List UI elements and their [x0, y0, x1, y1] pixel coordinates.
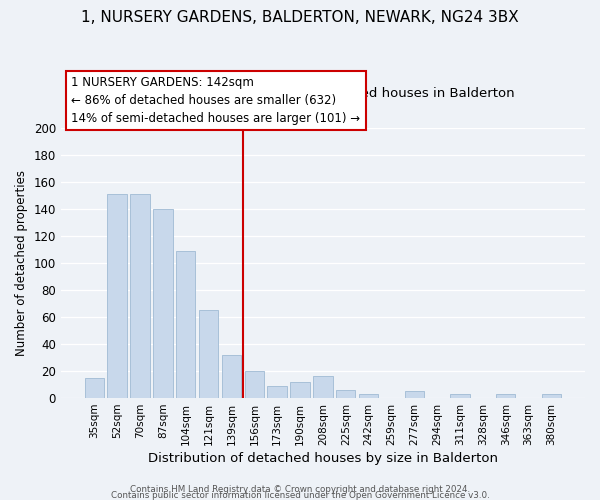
Bar: [107, 194, 127, 398]
Bar: [176, 251, 196, 398]
Text: Contains HM Land Registry data © Crown copyright and database right 2024.: Contains HM Land Registry data © Crown c…: [130, 484, 470, 494]
Bar: [404, 392, 424, 398]
Bar: [222, 355, 241, 398]
Bar: [85, 378, 104, 398]
Bar: [130, 194, 150, 398]
Bar: [359, 394, 379, 398]
Bar: [542, 394, 561, 398]
Text: 1, NURSERY GARDENS, BALDERTON, NEWARK, NG24 3BX: 1, NURSERY GARDENS, BALDERTON, NEWARK, N…: [81, 10, 519, 25]
Text: 1 NURSERY GARDENS: 142sqm
← 86% of detached houses are smaller (632)
14% of semi: 1 NURSERY GARDENS: 142sqm ← 86% of detac…: [71, 76, 361, 125]
Bar: [199, 310, 218, 398]
Bar: [290, 382, 310, 398]
Bar: [153, 209, 173, 398]
Bar: [245, 371, 264, 398]
Bar: [496, 394, 515, 398]
Bar: [451, 394, 470, 398]
Text: Contains public sector information licensed under the Open Government Licence v3: Contains public sector information licen…: [110, 490, 490, 500]
Bar: [313, 376, 332, 398]
Title: Size of property relative to detached houses in Balderton: Size of property relative to detached ho…: [131, 88, 514, 101]
Y-axis label: Number of detached properties: Number of detached properties: [15, 170, 28, 356]
X-axis label: Distribution of detached houses by size in Balderton: Distribution of detached houses by size …: [148, 452, 498, 465]
Bar: [336, 390, 355, 398]
Bar: [268, 386, 287, 398]
